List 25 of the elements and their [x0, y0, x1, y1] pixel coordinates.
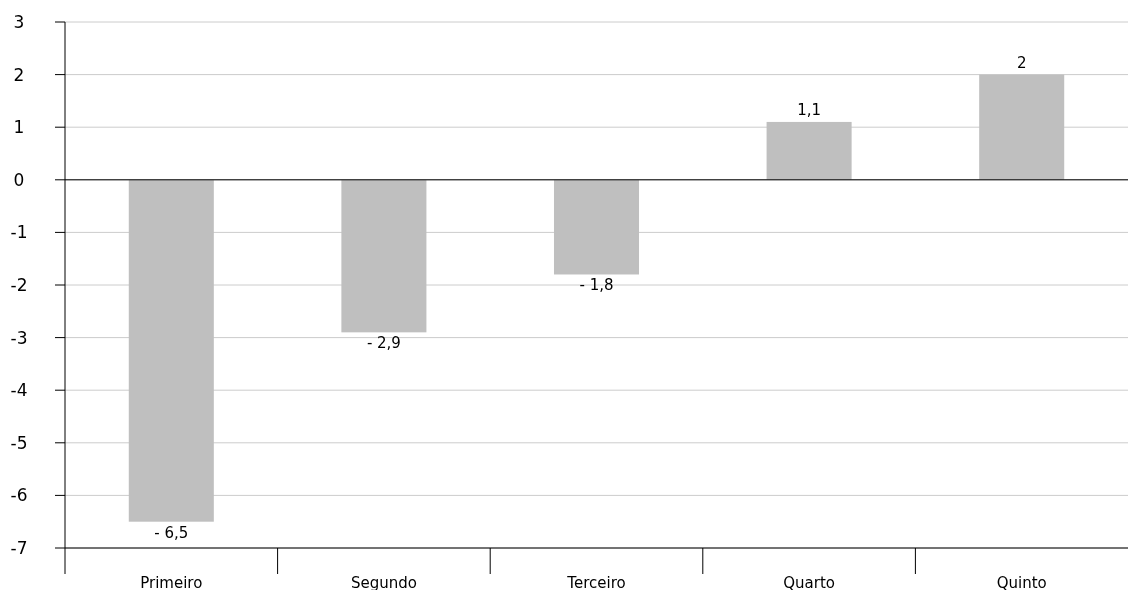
x-tick-label: Quinto — [996, 574, 1047, 590]
y-tick-label: -5 — [10, 432, 28, 453]
y-tick-label: 2 — [13, 64, 25, 85]
y-tick-label: 1 — [13, 117, 25, 138]
x-tick-label: Quarto — [783, 574, 835, 590]
bar — [766, 121, 852, 180]
bar — [979, 74, 1065, 180]
data-label: - 2,9 — [366, 334, 401, 353]
y-tick-label: -3 — [10, 327, 28, 348]
y-tick-label: -2 — [10, 275, 28, 295]
y-tick-label: 3 — [13, 12, 25, 32]
y-tick-label: -4 — [10, 380, 28, 401]
y-tick-label: -1 — [10, 222, 28, 243]
data-label: 1,1 — [797, 100, 822, 119]
data-label: - 6,5 — [154, 523, 189, 542]
bar — [553, 179, 640, 275]
x-tick-label: Terceiro — [566, 574, 626, 590]
x-tick-label: Primeiro — [140, 574, 203, 590]
bar — [128, 179, 214, 522]
y-tick-label: -6 — [10, 485, 28, 506]
y-tick-label: 0 — [13, 169, 25, 190]
y-tick-label: -7 — [10, 538, 28, 558]
data-label: 2 — [1016, 53, 1027, 72]
data-label: - 1,8 — [579, 276, 614, 295]
bar — [341, 179, 427, 333]
